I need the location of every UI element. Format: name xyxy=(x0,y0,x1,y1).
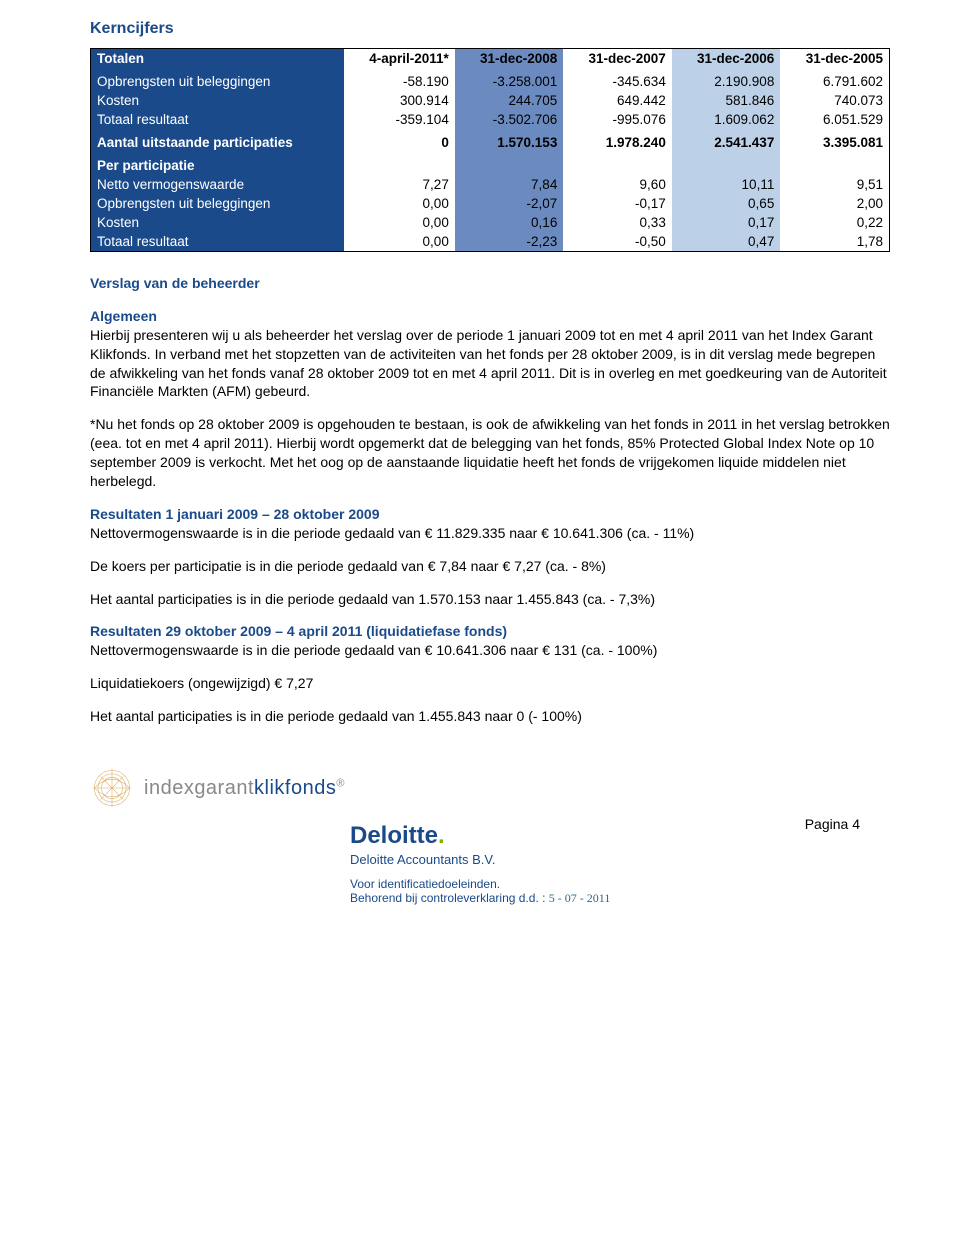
table-subheader: Per participatie xyxy=(91,156,890,175)
col-header: 31-dec-2006 xyxy=(672,49,781,69)
brand-logo-text: indexgarantklikfonds® xyxy=(144,777,345,800)
table-row: Kosten 300.914 244.705 649.442 581.846 7… xyxy=(91,91,890,110)
paragraph: Hierbij presenteren wij u als beheerder … xyxy=(90,327,887,400)
paragraph: Het aantal participaties is in die perio… xyxy=(90,590,890,609)
col-header: 31-dec-2005 xyxy=(780,49,889,69)
table-row: Aantal uitstaande participaties 0 1.570.… xyxy=(91,133,890,152)
col-header: 31-dec-2007 xyxy=(563,49,672,69)
page-title: Kerncijfers xyxy=(90,20,890,38)
section-heading: Verslag van de beheerder xyxy=(90,274,890,293)
deloitte-subtitle: Deloitte Accountants B.V. xyxy=(350,852,890,867)
paragraph: *Nu het fonds op 28 oktober 2009 is opge… xyxy=(90,415,890,491)
table-row: Opbrengsten uit beleggingen 0,00 -2,07 -… xyxy=(91,194,890,213)
paragraph: Nettovermogenswaarde is in die periode g… xyxy=(90,642,657,658)
body-text: Verslag van de beheerder Algemeen Hierbi… xyxy=(90,274,890,726)
paragraph: Liquidatiekoers (ongewijzigd) € 7,27 xyxy=(90,674,890,693)
section-heading: Algemeen xyxy=(90,308,157,324)
col-header: 31-dec-2008 xyxy=(455,49,564,69)
identification-note: Voor identificatiedoeleinden. Behorend b… xyxy=(350,877,890,906)
page-number: Pagina 4 xyxy=(805,816,860,832)
paragraph: Nettovermogenswaarde is in die periode g… xyxy=(90,525,694,541)
table-row: Kosten 0,00 0,16 0,33 0,17 0,22 xyxy=(91,213,890,232)
paragraph: De koers per participatie is in die peri… xyxy=(90,557,890,576)
table-row: Totaal resultaat -359.104 -3.502.706 -99… xyxy=(91,110,890,129)
paragraph: Het aantal participaties is in die perio… xyxy=(90,707,890,726)
swirl-icon xyxy=(90,766,134,810)
kerncijfers-table: Totalen 4-april-2011* 31-dec-2008 31-dec… xyxy=(90,48,890,252)
table-header-label: Totalen xyxy=(91,49,344,69)
table-row: Opbrengsten uit beleggingen -58.190 -3.2… xyxy=(91,72,890,91)
footer: indexgarantklikfonds® Pagina 4 Deloitte.… xyxy=(90,766,890,906)
col-header: 4-april-2011* xyxy=(344,49,455,69)
table-row: Netto vermogenswaarde 7,27 7,84 9,60 10,… xyxy=(91,175,890,194)
table-row: Totaal resultaat 0,00 -2,23 -0,50 0,47 1… xyxy=(91,232,890,252)
section-heading: Resultaten 1 januari 2009 – 28 oktober 2… xyxy=(90,506,379,522)
section-heading: Resultaten 29 oktober 2009 – 4 april 201… xyxy=(90,623,507,639)
